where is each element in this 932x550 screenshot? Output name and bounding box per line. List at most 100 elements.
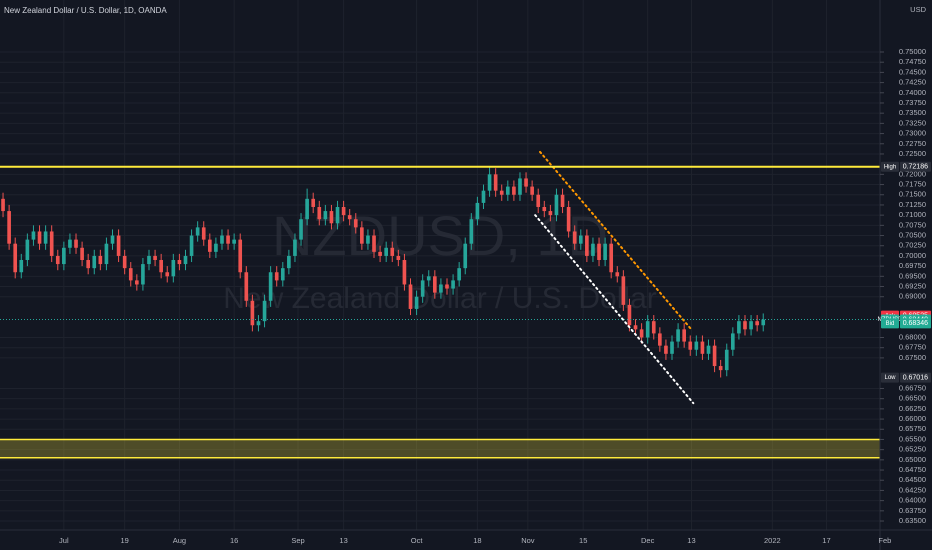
candle-body [305, 198, 309, 220]
candle-body [426, 276, 431, 281]
candle-body [493, 174, 498, 191]
candle-body [31, 231, 36, 240]
y-tick-label: 0.65000 [899, 455, 926, 464]
candle-body [25, 239, 30, 261]
candle-body [329, 211, 334, 224]
y-tick-label: 0.74750 [899, 57, 926, 66]
candle-body [651, 321, 656, 334]
candle-body [165, 272, 170, 277]
x-tick-label: Oct [411, 536, 424, 545]
candle-body [62, 247, 66, 265]
candle-body [80, 247, 84, 261]
x-tick-label: 17 [822, 536, 830, 545]
price-value: 0.72186 [903, 164, 928, 171]
candle-body [718, 366, 723, 371]
candle-body [366, 235, 370, 244]
candle-body [116, 235, 121, 256]
candle-body [658, 333, 662, 346]
currency-label[interactable]: USD [910, 5, 926, 14]
candle-body [712, 345, 717, 367]
price-name-box [881, 161, 899, 172]
candle-body [384, 247, 389, 256]
candle-body [664, 345, 668, 354]
zone [0, 439, 880, 458]
x-tick-label: 13 [687, 536, 695, 545]
price-name-box [881, 318, 899, 329]
candle-body [457, 268, 461, 281]
y-tick-label: 0.66750 [899, 383, 926, 392]
candle-body [262, 300, 267, 322]
candle-body [548, 211, 553, 216]
y-tick-label: 0.73250 [899, 118, 926, 127]
candle-body [688, 341, 693, 350]
y-tick-label: 0.71250 [899, 200, 926, 209]
candle-body [19, 260, 24, 273]
candle-body [743, 321, 747, 330]
candle-body [201, 227, 206, 240]
candle-body [524, 178, 528, 187]
x-tick-label: Nov [521, 536, 535, 545]
candle-body [597, 243, 601, 261]
candle-body [700, 341, 705, 354]
candle-body [676, 329, 680, 342]
candle-body [189, 235, 194, 256]
y-tick-label: 0.69000 [899, 292, 926, 301]
candle-body [627, 304, 632, 326]
candle-body [645, 321, 650, 338]
candle-body [43, 231, 48, 244]
candle-body [731, 333, 735, 350]
y-tick-label: 0.70500 [899, 231, 926, 240]
candle-body [147, 255, 151, 265]
candle-body [530, 186, 534, 195]
candle-body [433, 276, 437, 293]
candle-body [378, 251, 382, 256]
candle-body [554, 194, 559, 216]
candle-body [74, 239, 78, 248]
candle-body [1, 198, 5, 212]
y-tick-label: 0.64250 [899, 485, 926, 494]
y-tick-label: 0.66250 [899, 404, 926, 413]
candle-body [7, 211, 11, 244]
candle-body [280, 268, 285, 281]
price-name: High [884, 164, 896, 170]
candle-body [737, 321, 741, 334]
candle-body [195, 227, 200, 236]
y-tick-label: 0.69250 [899, 281, 926, 290]
candle-body [439, 284, 443, 293]
candle-body [287, 255, 291, 269]
candle-body [633, 325, 638, 330]
candle-body [609, 243, 614, 273]
price-value: 0.67016 [903, 374, 928, 381]
candle-body [86, 260, 91, 269]
candle-body [372, 235, 376, 252]
candle-body [220, 235, 224, 244]
candle-body [408, 284, 413, 309]
candle-body [463, 243, 468, 269]
price-name: Low [884, 375, 896, 381]
candle-body [749, 321, 753, 330]
candle-body [542, 206, 547, 212]
y-tick-label: 0.73500 [899, 108, 926, 117]
y-tick-label: 0.64000 [899, 496, 926, 505]
x-tick-label: Jul [59, 536, 69, 545]
candle-body [402, 260, 407, 285]
candle-body [250, 300, 255, 326]
candle-body [572, 231, 577, 244]
candle-body [755, 321, 759, 326]
candle-body [13, 243, 18, 273]
candle-body [585, 235, 589, 256]
candle-body [682, 329, 686, 342]
y-tick-label: 0.64500 [899, 475, 926, 484]
candle-body [505, 186, 510, 195]
x-tick-label: Dec [641, 536, 655, 545]
price-name-box [881, 372, 899, 383]
candle-body [518, 178, 522, 195]
candle-body [512, 186, 516, 195]
price-value: 0.68346 [903, 320, 928, 327]
candle-body [293, 239, 297, 256]
y-tick-label: 0.65750 [899, 424, 926, 433]
candle-body [347, 215, 352, 220]
y-tick-label: 0.74000 [899, 88, 926, 97]
